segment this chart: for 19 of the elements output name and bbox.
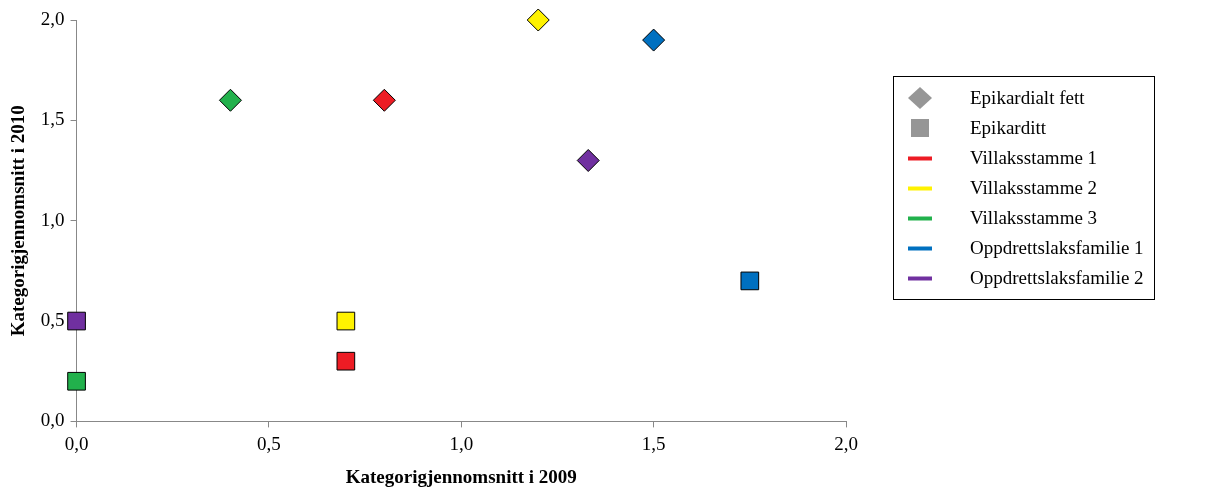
legend-label: Villaksstamme 3 xyxy=(970,207,1098,229)
text: Epikardialt fett xyxy=(970,87,1085,109)
x-tick-label: 1,0 xyxy=(449,432,474,454)
y-tick-label: 2,0 xyxy=(40,7,65,29)
legend-label: Villaksstamme 2 xyxy=(970,177,1098,199)
text: Epikarditt xyxy=(970,117,1046,139)
x-tick-label: 1,5 xyxy=(641,432,666,454)
y-tick-label: 1,0 xyxy=(40,208,65,230)
x-tick-label: 2,0 xyxy=(834,432,858,454)
y-axis-title: Kategorigjennomsnitt i 2010 xyxy=(7,105,29,337)
y-tick-label: 0,5 xyxy=(40,309,65,331)
legend-label: Oppdrettslaksfamilie 1 xyxy=(970,237,1144,259)
x-axis-title: Kategorigjennomsnitt i 2009 xyxy=(345,465,577,487)
x-tick-label: 0,5 xyxy=(257,432,281,454)
x-tick-label: 0,0 xyxy=(64,432,89,454)
legend-label: Villaksstamme 1 xyxy=(970,147,1098,169)
legend-label: Oppdrettslaksfamilie 2 xyxy=(970,267,1144,289)
y-tick-label: 0,0 xyxy=(40,409,65,431)
y-tick-label: 1,5 xyxy=(40,108,65,130)
